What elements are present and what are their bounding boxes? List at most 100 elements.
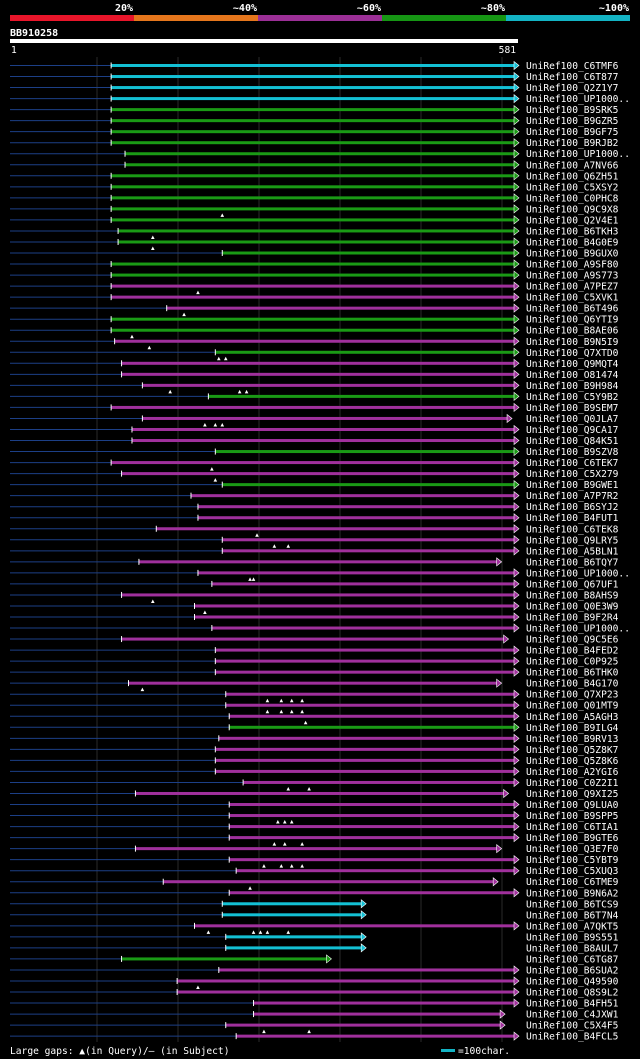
hit-row[interactable]: UniRef100_O81474 — [10, 369, 619, 381]
hit-row[interactable]: UniRef100_B9SRK5 — [10, 104, 618, 116]
hit-label[interactable]: UniRef100_A7NV66 — [526, 160, 619, 171]
hit-label[interactable]: UniRef100_Q49590 — [526, 976, 619, 987]
hit-row[interactable]: UniRef100_Q9XI25 — [10, 788, 618, 800]
hit-row[interactable]: UniRef100_B9SPP5 — [10, 810, 618, 824]
hit-label[interactable]: UniRef100_Q9LRY5 — [526, 535, 618, 546]
hit-label[interactable]: UniRef100_Q01MT9 — [526, 701, 619, 712]
hit-label[interactable]: UniRef100_B8AHS9 — [526, 590, 619, 601]
hit-row[interactable]: UniRef100_A7PEZ7 — [10, 281, 619, 295]
hit-row[interactable]: UniRef100_B6SUA2 — [10, 965, 618, 976]
hit-label[interactable]: UniRef100_C6TEK7 — [526, 458, 619, 469]
hit-row[interactable]: UniRef100_C5XUQ3 — [10, 866, 619, 877]
hit-row[interactable]: UniRef100_B4FUT1 — [10, 513, 619, 524]
hit-row[interactable]: UniRef100_A7P7R2 — [10, 491, 618, 502]
hit-label[interactable]: UniRef100_A2YGI6 — [526, 767, 619, 778]
hit-row[interactable]: UniRef100_C4JXW1 — [10, 1009, 619, 1021]
hit-label[interactable]: UniRef100_C5Y9B2 — [526, 392, 618, 403]
hit-label[interactable]: UniRef100_Q9C9X8 — [526, 204, 619, 215]
hit-row[interactable]: UniRef100_B8AUL7 — [10, 943, 619, 954]
hit-row[interactable]: UniRef100_B9GUX0 — [10, 248, 619, 260]
hit-row[interactable]: UniRef100_C5XVK1 — [10, 292, 619, 304]
hit-row[interactable]: UniRef100_B6THK0 — [10, 667, 619, 679]
hit-row[interactable]: UniRef100_UP1000.. — [10, 149, 630, 160]
hit-label[interactable]: UniRef100_C0P925 — [526, 657, 618, 668]
hit-row[interactable]: UniRef100_A2YGI6 — [10, 766, 619, 778]
hit-row[interactable]: UniRef100_B9SZV8 — [10, 446, 619, 458]
hit-label[interactable]: UniRef100_B4G170 — [526, 679, 619, 690]
hit-row[interactable]: UniRef100_B9F2R4 — [10, 612, 619, 624]
hit-label[interactable]: UniRef100_B9SZV8 — [526, 447, 619, 458]
hit-row[interactable]: UniRef100_B9GWE1 — [10, 480, 619, 491]
hit-label[interactable]: UniRef100_C6TMF6 — [526, 61, 619, 72]
hit-row[interactable]: UniRef100_Q6YTI9 — [10, 314, 619, 326]
hit-label[interactable]: UniRef100_UP1000.. — [526, 94, 630, 105]
hit-label[interactable]: UniRef100_A9S773 — [526, 271, 619, 282]
hit-label[interactable]: UniRef100_C5XSY2 — [526, 182, 618, 193]
hit-label[interactable]: UniRef100_A9SF80 — [526, 260, 619, 271]
hit-row[interactable]: UniRef100_Q67UF1 — [10, 579, 619, 590]
hit-row[interactable]: UniRef100_B6T7N4 — [10, 910, 619, 921]
hit-label[interactable]: UniRef100_C6TEK8 — [526, 524, 619, 535]
hit-label[interactable]: UniRef100_A7P7R2 — [526, 491, 618, 502]
hit-row[interactable]: UniRef100_UP1000.. — [10, 568, 630, 581]
hit-row[interactable]: UniRef100_Q6ZH51 — [10, 171, 619, 182]
hit-label[interactable]: UniRef100_B9S551 — [526, 932, 619, 943]
hit-label[interactable]: UniRef100_Q3E7F0 — [526, 844, 619, 855]
hit-row[interactable]: UniRef100_C6TEK8 — [10, 524, 619, 537]
hit-row[interactable]: UniRef100_B9RV13 — [10, 733, 619, 745]
hit-label[interactable]: UniRef100_Q9LUA0 — [526, 800, 619, 811]
hit-label[interactable]: UniRef100_B9GZR5 — [526, 116, 618, 127]
hit-label[interactable]: UniRef100_Q5Z8K7 — [526, 745, 619, 756]
hit-label[interactable]: UniRef100_C4JXW1 — [526, 1010, 619, 1021]
hit-label[interactable]: UniRef100_B8AE06 — [526, 326, 619, 337]
hit-row[interactable]: UniRef100_Q9CA17 — [10, 424, 619, 436]
hit-label[interactable]: UniRef100_C5XUQ3 — [526, 866, 619, 877]
hit-label[interactable]: UniRef100_Q84K51 — [526, 436, 619, 447]
hit-row[interactable]: UniRef100_Q0JLA7 — [10, 413, 619, 427]
hit-label[interactable]: UniRef100_B6TCS9 — [526, 899, 619, 910]
hit-row[interactable]: UniRef100_Q2V4E1 — [10, 215, 619, 226]
hit-label[interactable]: UniRef100_B6T496 — [526, 304, 619, 315]
hit-label[interactable]: UniRef100_B6THK0 — [526, 668, 619, 679]
hit-row[interactable]: UniRef100_C6TME9 — [10, 877, 619, 890]
hit-row[interactable]: UniRef100_B4FH51 — [10, 998, 619, 1010]
hit-label[interactable]: UniRef100_Q6YTI9 — [526, 315, 619, 326]
hit-row[interactable]: UniRef100_Q01MT9 — [10, 700, 619, 714]
hit-row[interactable]: UniRef100_C6TG87 — [10, 954, 619, 965]
hit-label[interactable]: UniRef100_Q8S9L2 — [526, 988, 618, 999]
hit-row[interactable]: UniRef100_Q3E7F0 — [10, 844, 619, 855]
hit-label[interactable]: UniRef100_B6T7N4 — [526, 910, 619, 921]
hit-row[interactable]: UniRef100_C6TIA1 — [10, 821, 619, 833]
hit-label[interactable]: UniRef100_B4FH51 — [526, 999, 619, 1010]
hit-label[interactable]: UniRef100_Q0E3W9 — [526, 601, 619, 612]
hit-row[interactable]: UniRef100_B9RJB2 — [10, 138, 618, 149]
hit-row[interactable]: UniRef100_C5XSY2 — [10, 182, 618, 193]
hit-label[interactable]: UniRef100_B6TKH3 — [526, 226, 619, 237]
hit-label[interactable]: UniRef100_B9RV13 — [526, 734, 619, 745]
hit-row[interactable]: UniRef100_B8AHS9 — [10, 590, 619, 603]
hit-label[interactable]: UniRef100_Q67UF1 — [526, 579, 619, 590]
hit-row[interactable]: UniRef100_B9H984 — [10, 380, 619, 394]
hit-row[interactable]: UniRef100_A7QKT5 — [10, 921, 618, 934]
hit-label[interactable]: UniRef100_B6SUA2 — [526, 965, 618, 976]
hit-label[interactable]: UniRef100_B9SRK5 — [526, 105, 618, 116]
hit-row[interactable]: UniRef100_C5YBT9 — [10, 855, 619, 868]
hit-row[interactable]: UniRef100_UP1000.. — [10, 93, 630, 105]
hit-row[interactable]: UniRef100_B4G170 — [10, 678, 619, 692]
hit-label[interactable]: UniRef100_UP1000.. — [526, 149, 630, 160]
hit-row[interactable]: UniRef100_B9SEM7 — [10, 402, 619, 414]
hit-row[interactable]: UniRef100_UP1000.. — [10, 623, 630, 635]
hit-row[interactable]: UniRef100_B6TCS9 — [10, 899, 619, 910]
hit-label[interactable]: UniRef100_B9N5I9 — [526, 337, 619, 348]
hit-row[interactable]: UniRef100_B9GZR5 — [10, 116, 618, 127]
hit-label[interactable]: UniRef100_UP1000.. — [526, 568, 630, 579]
hit-label[interactable]: UniRef100_B9GF75 — [526, 127, 618, 138]
hit-row[interactable]: UniRef100_Q5Z8K6 — [10, 755, 619, 767]
hit-label[interactable]: UniRef100_Q9XI25 — [526, 789, 618, 800]
hit-label[interactable]: UniRef100_A7QKT5 — [526, 921, 618, 932]
hit-row[interactable]: UniRef100_B4G0E9 — [10, 237, 619, 250]
hit-label[interactable]: UniRef100_C5XVK1 — [526, 293, 619, 304]
hit-row[interactable]: UniRef100_C5X279 — [10, 468, 619, 482]
hit-label[interactable]: UniRef100_A5AGH3 — [526, 712, 619, 723]
hit-label[interactable]: UniRef100_B6TQY7 — [526, 557, 619, 568]
